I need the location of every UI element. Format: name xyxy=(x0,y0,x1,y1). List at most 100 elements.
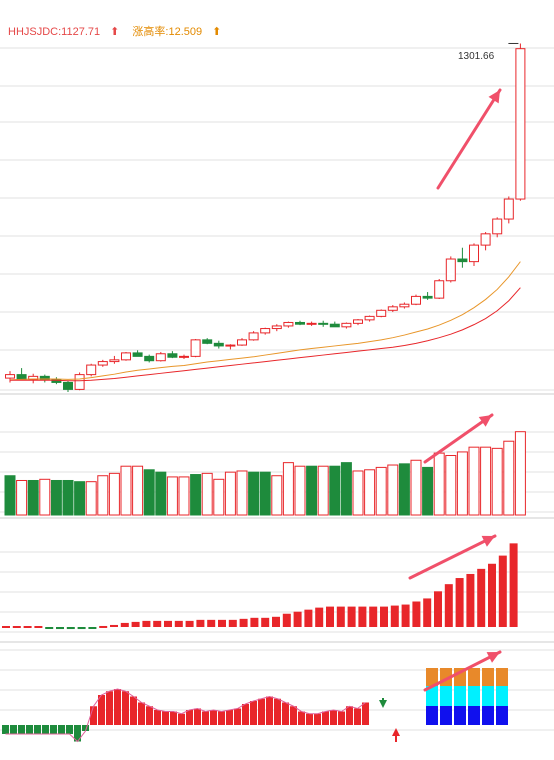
momentum-bar xyxy=(120,622,129,627)
candle-body xyxy=(179,355,189,358)
candle-body xyxy=(515,48,526,200)
oscillator-bar xyxy=(234,708,241,725)
stack-bar-blue xyxy=(426,706,438,725)
high-price-label: 1301.66 xyxy=(458,51,495,62)
oscillator-bar xyxy=(90,706,97,725)
candle-body xyxy=(492,218,503,235)
volume-bar xyxy=(74,481,86,516)
volume-bar xyxy=(398,463,410,516)
oscillator-bar xyxy=(202,711,209,725)
momentum-bar xyxy=(423,598,432,627)
momentum-bar xyxy=(23,626,32,628)
stack-bar-orange xyxy=(496,668,508,686)
oscillator-bar xyxy=(82,725,89,731)
volume-bar xyxy=(248,471,260,516)
oscillator-bar xyxy=(114,689,121,725)
candle-body xyxy=(74,374,85,390)
momentum-bar xyxy=(466,573,475,627)
volume-bar xyxy=(433,452,445,516)
legend-hhjsjdc: HHJSJDC:1127.71 xyxy=(8,26,101,38)
momentum-bar xyxy=(218,619,226,627)
volume-bar xyxy=(514,431,526,516)
momentum-bar xyxy=(131,621,140,627)
volume-bar xyxy=(352,470,364,516)
volume-bar xyxy=(271,475,283,516)
momentum-bar xyxy=(336,606,345,627)
candle-body xyxy=(434,280,445,299)
candle-body xyxy=(144,355,155,362)
oscillator-bar xyxy=(26,725,33,734)
momentum-bar xyxy=(509,543,518,627)
momentum-bar xyxy=(250,617,259,627)
candle-body xyxy=(411,295,421,305)
oscillator-bar xyxy=(186,710,193,725)
momentum-bar xyxy=(455,578,464,627)
volume-bar xyxy=(491,447,503,516)
candle-body xyxy=(202,339,213,344)
oscillator-line xyxy=(5,688,366,743)
momentum-bar xyxy=(99,625,108,628)
momentum-bar xyxy=(326,606,334,627)
momentum-bar xyxy=(45,627,54,629)
candle-body xyxy=(260,328,271,334)
candle-body xyxy=(399,303,410,308)
volume-trend-arrow-head xyxy=(478,415,492,427)
oscillator-bar xyxy=(250,701,257,725)
candle-body xyxy=(225,344,236,347)
oscillator-bar xyxy=(218,711,225,725)
momentum-bar xyxy=(56,627,64,630)
candle-body xyxy=(341,322,352,328)
momentum-bar xyxy=(401,604,410,627)
momentum-bar xyxy=(2,626,10,628)
momentum-bar xyxy=(380,606,388,627)
oscillator-trend-arrow xyxy=(423,650,502,692)
stack-bar-cyan xyxy=(482,686,494,706)
volume-bar xyxy=(155,471,167,516)
legend-hhjsjdc-arrow-icon: ⬆ xyxy=(110,26,120,38)
momentum-bar xyxy=(358,606,367,627)
candle-body xyxy=(422,295,433,299)
volume-bar xyxy=(16,479,28,516)
candle-body xyxy=(97,361,108,366)
momentum-bar xyxy=(12,626,21,628)
oscillator-bar xyxy=(106,691,113,725)
oscillator-bar xyxy=(130,696,137,725)
candle-body xyxy=(190,339,201,357)
oscillator-bar xyxy=(18,725,25,734)
oscillator-bar xyxy=(330,710,337,725)
volume-bar xyxy=(317,465,329,516)
momentum-bar xyxy=(390,605,399,627)
candle-body xyxy=(63,381,73,390)
oscillator-bar xyxy=(290,706,297,725)
momentum-bar xyxy=(498,555,507,627)
volume-bar xyxy=(364,469,376,516)
candle-body xyxy=(387,306,398,311)
stack-bar-blue xyxy=(482,706,494,725)
candle-body xyxy=(213,342,224,347)
momentum-bar xyxy=(34,626,43,628)
oscillator-bar xyxy=(58,725,65,734)
stack-bar-cyan xyxy=(468,686,480,706)
oscillator-bar xyxy=(282,702,289,725)
oscillator-bar xyxy=(210,710,217,725)
sell-signal-icon xyxy=(379,700,387,708)
price-trend-arrow-head xyxy=(488,90,500,104)
oscillator-bar xyxy=(42,725,49,734)
volume-bar xyxy=(224,471,236,516)
momentum-bar xyxy=(347,606,356,627)
momentum-bar xyxy=(239,618,248,627)
volume-bar xyxy=(282,462,294,516)
candle-body xyxy=(248,332,259,341)
momentum-bar xyxy=(153,620,162,627)
momentum-bar xyxy=(477,568,486,627)
volume-bar xyxy=(132,465,144,516)
momentum-bar xyxy=(412,601,421,627)
volume-bar xyxy=(62,479,74,516)
volume-bar xyxy=(4,475,16,516)
chart-legend: HHJSJDC:1127.71 ⬆ 涨高率:12.509 ⬆ xyxy=(8,23,231,39)
momentum-bar xyxy=(66,627,75,630)
momentum-bar xyxy=(282,613,291,627)
volume-bar xyxy=(340,462,352,516)
momentum-trend-arrow xyxy=(408,534,497,580)
